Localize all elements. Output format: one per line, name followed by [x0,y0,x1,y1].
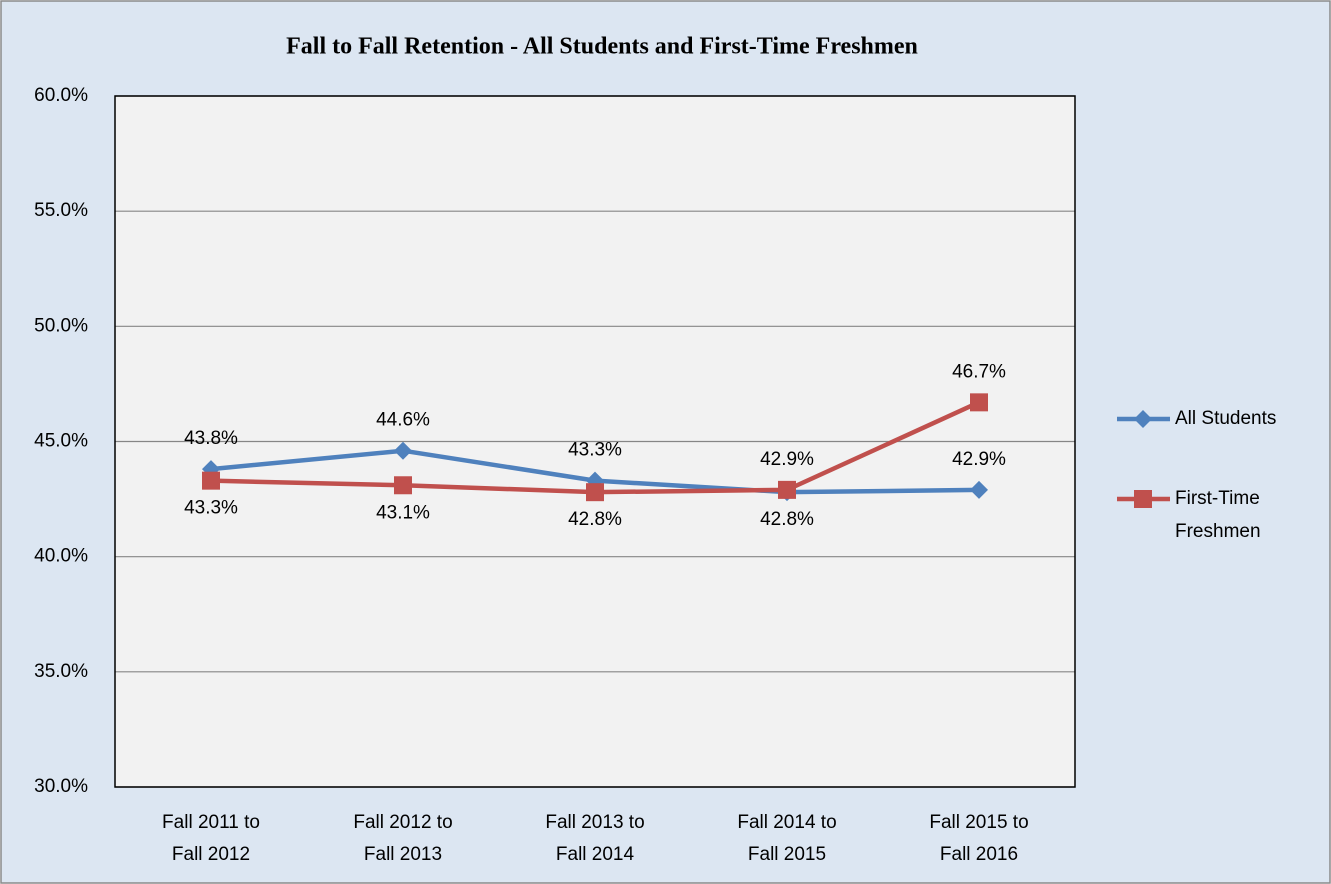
y-tick-label: 35.0% [34,661,88,682]
data-label: 43.8% [184,428,238,449]
legend-marker [1134,490,1152,508]
legend-label: All Students [1175,408,1276,429]
plot-border [114,95,1076,788]
chart-title: Fall to Fall Retention - All Students an… [286,34,918,60]
marker [394,441,412,460]
data-label: 42.8% [568,509,622,530]
legend-label: First-Time Freshmen [1175,488,1261,542]
x-tick-label: Fall 2011 to Fall 2012 [162,812,260,865]
data-label: 44.6% [376,410,430,431]
data-label: 42.8% [760,509,814,530]
marker [394,476,412,495]
marker [970,393,988,412]
marker [202,471,220,490]
y-tick-label: 60.0% [34,85,88,106]
y-tick-label: 30.0% [34,776,88,797]
legend-marker [1134,410,1152,428]
y-tick-label: 40.0% [34,546,88,567]
marker [778,480,796,499]
marker [970,480,988,499]
x-tick-label: Fall 2012 to Fall 2013 [353,812,452,865]
y-tick-label: 45.0% [34,431,88,452]
x-tick-label: Fall 2014 to Fall 2015 [737,812,836,865]
y-tick-label: 55.0% [34,200,88,221]
data-label: 43.3% [184,498,238,519]
y-tick-label: 50.0% [34,315,88,336]
data-label: 43.3% [568,440,622,461]
data-label: 43.1% [376,502,430,523]
marker [586,483,604,502]
data-label: 46.7% [952,361,1006,382]
data-label: 42.9% [760,449,814,470]
x-tick-label: Fall 2015 to Fall 2016 [929,812,1028,865]
data-label: 42.9% [952,449,1006,470]
x-tick-label: Fall 2013 to Fall 2014 [545,812,644,865]
